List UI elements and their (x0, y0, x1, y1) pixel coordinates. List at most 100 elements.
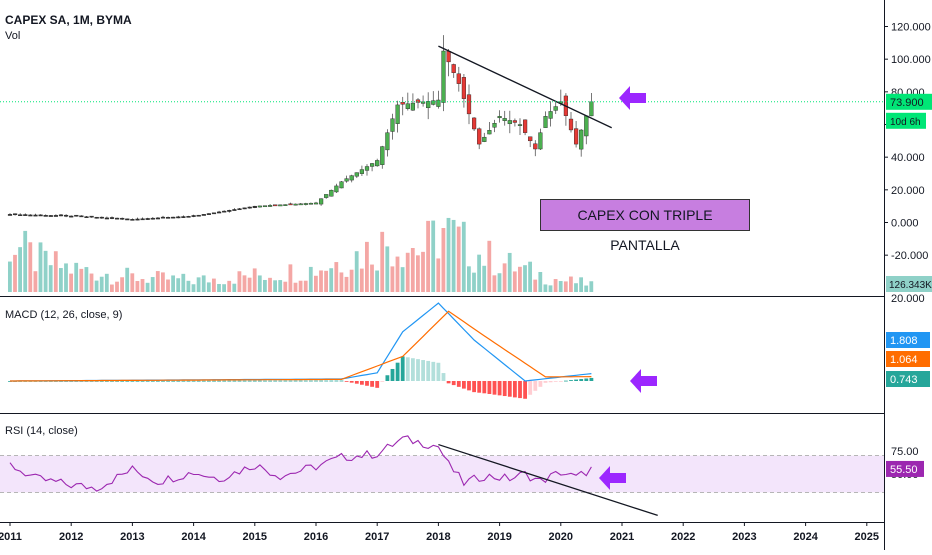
volume-bar (191, 284, 196, 292)
candle-body (99, 216, 104, 219)
candle-body (181, 216, 186, 218)
volume-bar (339, 272, 344, 292)
volume-bar (273, 280, 277, 292)
macd-histogram-bar (482, 381, 487, 394)
candle-body (283, 204, 288, 206)
volume-bar (120, 277, 124, 292)
macd-histogram-bar (140, 380, 145, 382)
candle-body (89, 215, 94, 218)
macd-histogram-bar (283, 380, 288, 382)
candle-body (456, 73, 461, 84)
candle-body (232, 209, 237, 211)
candle-body (568, 118, 574, 131)
rsi-title: RSI (14, close) (5, 425, 78, 437)
volume-bar (8, 261, 12, 292)
macd-histogram-bar (263, 380, 267, 382)
candle-body (334, 185, 339, 193)
volume-bar (293, 282, 298, 292)
volume-bar (171, 275, 175, 292)
candle-body (512, 120, 517, 123)
volume-bar (303, 280, 308, 292)
macd-histogram-bar (426, 360, 431, 381)
histogram-value-tag (886, 371, 930, 387)
candle-body (145, 218, 150, 220)
macd-histogram-bar (247, 380, 252, 382)
candle-body (492, 123, 497, 128)
macd-histogram-bar (467, 381, 471, 391)
candle-body (502, 118, 507, 121)
volume-bar (257, 275, 262, 292)
volume-bar (502, 263, 507, 292)
volume-bar (370, 264, 374, 292)
candle-body (482, 136, 487, 142)
candle-body (28, 214, 33, 217)
macd-histogram-bar (502, 381, 507, 397)
candle-body (329, 189, 334, 197)
rsi-value: 55.50 (890, 464, 918, 476)
volume-bar (288, 264, 293, 292)
macd-histogram-bar (196, 380, 201, 382)
volume-bar (206, 282, 211, 292)
candle-body (104, 217, 109, 220)
candle-body (533, 143, 538, 150)
macd-histogram-bar (227, 380, 232, 382)
volume-bar (201, 275, 206, 292)
candle-body (579, 129, 584, 150)
macd-histogram-bar (268, 380, 272, 382)
time-axis-label: 2017 (365, 531, 389, 543)
candle-body (7, 214, 13, 216)
macd-histogram-bar (513, 381, 517, 398)
candle-body (114, 217, 120, 220)
time-axis-label: 2013 (120, 531, 144, 543)
candle-body (385, 132, 390, 151)
macd-histogram-bar (380, 381, 385, 382)
candle-body (12, 213, 18, 216)
macd-histogram-bar (273, 380, 278, 382)
candle-body (400, 101, 405, 105)
candle-body (125, 218, 130, 221)
candle-body (262, 205, 268, 208)
candle-body (308, 202, 313, 205)
candle-body (344, 178, 349, 182)
candle-body (109, 217, 115, 219)
volume-bar (59, 268, 63, 292)
volume-bar (64, 263, 68, 292)
time-axis-label: 2018 (426, 531, 450, 543)
macd-histogram-bar (232, 380, 237, 382)
macd-histogram-bar (135, 380, 140, 382)
macd-histogram-bar (288, 380, 293, 382)
macd-histogram-bar (298, 380, 303, 382)
candle-body (252, 205, 257, 208)
macd-histogram-bar (370, 381, 374, 387)
rsi-value-tag (886, 460, 924, 477)
macd-title: MACD (12, 26, close, 9) (5, 309, 123, 321)
candle-body (247, 206, 252, 209)
macd-histogram-bar (89, 380, 94, 382)
volume-bar (227, 280, 232, 292)
macd-histogram-bar (84, 380, 89, 382)
price-axis-label: 120.000 (891, 22, 931, 34)
macd-histogram-bar (156, 380, 160, 382)
candle-body (155, 217, 160, 220)
macd-histogram-bar (176, 380, 181, 382)
price-axis-label: 20.000 (891, 185, 925, 197)
candle-body (196, 214, 201, 217)
volume-bar (431, 220, 436, 292)
candle-body (257, 205, 262, 208)
candle-body (176, 216, 181, 219)
time-axis-label: 2012 (59, 531, 83, 543)
symbol-title: CAPEX SA, 1M, BYMA (5, 13, 132, 27)
macd-histogram-bar (166, 380, 170, 382)
candle-body (186, 216, 191, 218)
volume-bar (324, 270, 328, 292)
candle-body (303, 203, 308, 205)
candle-body (553, 106, 558, 111)
candle-body (359, 169, 364, 174)
volume-bar (421, 251, 425, 292)
candle-body (140, 218, 145, 221)
candle-body (436, 99, 441, 107)
time-axis-label: 2023 (732, 531, 756, 543)
candle-body (446, 51, 451, 63)
candle-body (349, 175, 354, 181)
candle-body (380, 146, 385, 165)
